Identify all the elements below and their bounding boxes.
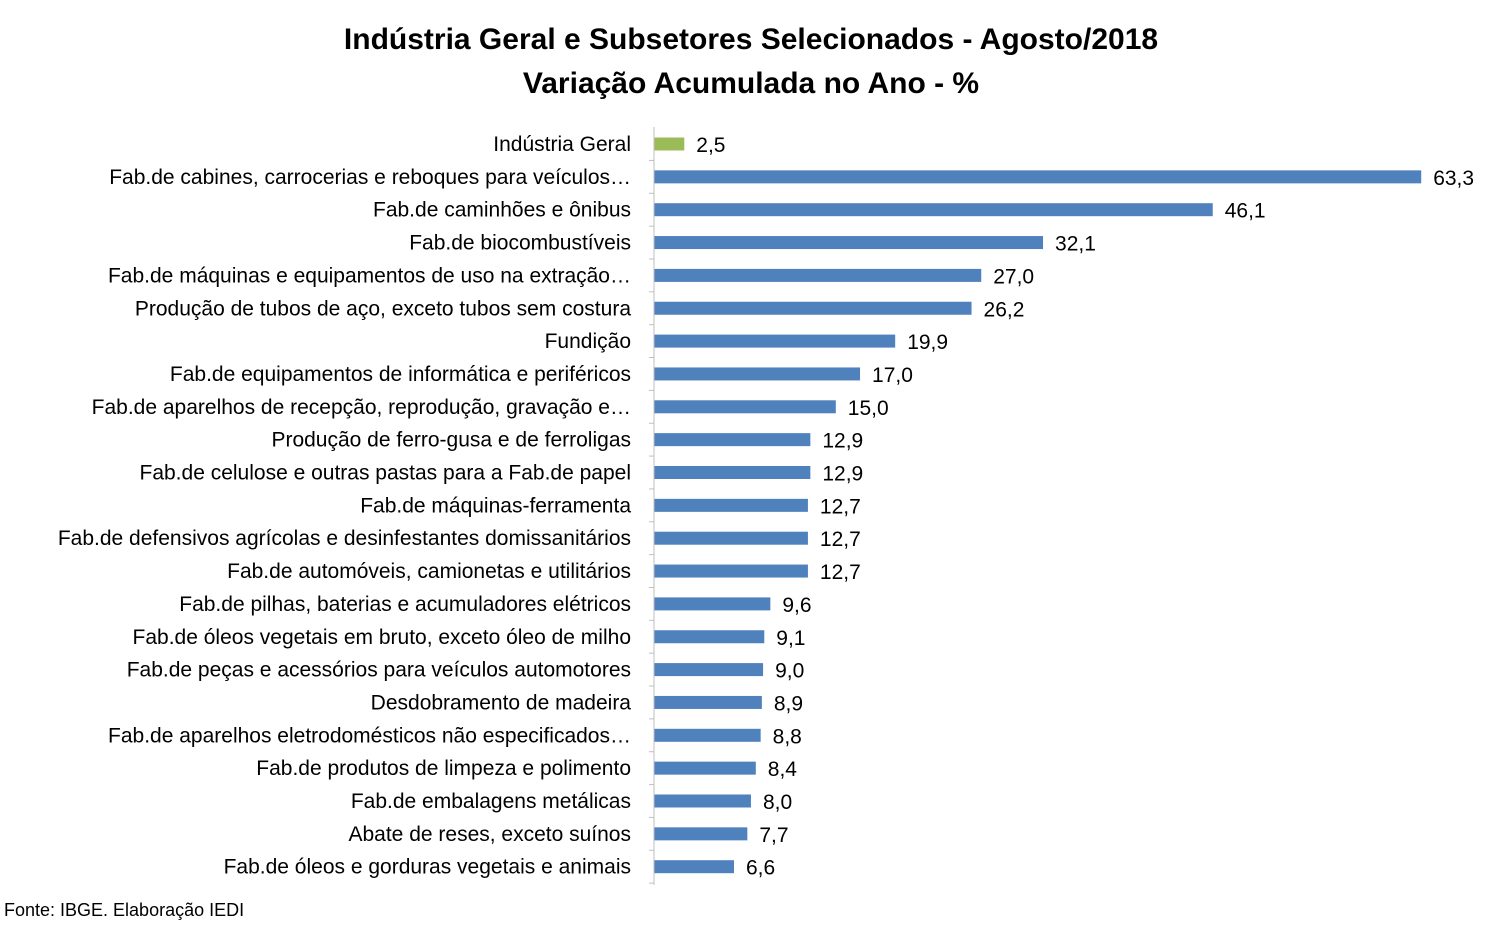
chart-title: Indústria Geral e Subsetores Selecionado… [343, 23, 1159, 56]
data-label: 46,1 [1225, 200, 1266, 223]
category-label: Fab.de aparelhos de recepção, reprodução… [92, 396, 631, 419]
data-label: 32,1 [1055, 233, 1096, 256]
category-label: Fundição [545, 330, 631, 353]
bar [654, 367, 861, 381]
data-label: 8,0 [763, 791, 792, 814]
data-label: 12,9 [822, 463, 863, 486]
category-label: Fab.de cabines, carrocerias e reboques p… [109, 166, 631, 189]
bar [654, 433, 811, 447]
bar [654, 860, 734, 874]
bar [654, 301, 972, 315]
bar [654, 531, 808, 545]
bar [654, 564, 808, 578]
category-label: Fab.de produtos de limpeza e polimento [256, 757, 631, 780]
bar [654, 268, 982, 282]
data-label: 63,3 [1433, 167, 1474, 190]
category-label: Produção de tubos de aço, exceto tubos s… [135, 297, 631, 320]
data-label: 17,0 [872, 364, 913, 387]
data-label: 2,5 [696, 134, 725, 157]
data-label: 15,0 [848, 397, 889, 420]
data-label: 7,7 [759, 824, 788, 847]
bar [654, 400, 836, 414]
category-label: Fab.de celulose e outras pastas para a F… [140, 462, 632, 485]
category-label: Produção de ferro-gusa e de ferroligas [271, 429, 631, 452]
data-label: 27,0 [993, 265, 1034, 288]
category-label: Fab.de pilhas, baterias e acumuladores e… [179, 593, 631, 616]
data-label: 12,7 [820, 495, 861, 518]
data-label: 6,6 [746, 857, 775, 880]
data-label: 9,1 [776, 627, 805, 650]
bar [654, 236, 1044, 250]
source-note: Fonte: IBGE. Elaboração IEDI [4, 900, 245, 920]
bar [654, 630, 765, 644]
data-label: 8,8 [773, 725, 802, 748]
category-label: Fab.de biocombustíveis [409, 232, 631, 255]
bar [654, 597, 771, 611]
bar [654, 663, 764, 677]
category-label: Fab.de aparelhos eletrodomésticos não es… [108, 724, 631, 747]
data-label: 9,0 [775, 660, 804, 683]
data-label: 12,7 [820, 528, 861, 551]
data-label: 9,6 [782, 594, 811, 617]
bar [654, 170, 1422, 184]
category-label: Fab.de óleos e gorduras vegetais e anima… [224, 856, 631, 879]
data-label: 12,9 [822, 430, 863, 453]
data-label: 8,4 [768, 758, 798, 781]
data-label: 12,7 [820, 561, 861, 584]
category-label: Fab.de máquinas-ferramenta [360, 494, 631, 517]
bar [654, 761, 756, 775]
category-label: Fab.de caminhões e ônibus [373, 199, 631, 222]
bar [654, 498, 808, 512]
data-label: 8,9 [774, 692, 803, 715]
bar-highlight [654, 137, 685, 151]
bar [654, 728, 761, 742]
category-label: Fab.de automóveis, camionetas e utilitár… [227, 560, 631, 583]
category-label: Fab.de defensivos agrícolas e desinfesta… [58, 527, 631, 550]
category-label: Fab.de óleos vegetais em bruto, exceto ó… [133, 626, 631, 649]
bar [654, 466, 811, 479]
bars-layer: Indústria Geral 2,5 Fab.de cabines, carroc… [58, 133, 1474, 884]
chart-subtitle: Variação Acumulada no Ano - % [522, 67, 980, 100]
bar [654, 695, 762, 709]
category-label: Desdobramento de madeira [371, 691, 632, 714]
category-label: Abate de reses, exceto suínos [348, 823, 631, 846]
category-label: Fab.de equipamentos de informática e per… [170, 363, 631, 386]
category-label: Fab.de embalagens metálicas [351, 790, 631, 813]
data-label: 26,2 [984, 298, 1025, 321]
bar [654, 203, 1213, 217]
category-label: Fab.de máquinas e equipamentos de uso na… [108, 264, 631, 287]
bar [654, 827, 748, 841]
bar [654, 334, 896, 348]
bar [654, 794, 751, 808]
category-label: Indústria Geral [493, 133, 631, 156]
data-label: 19,9 [907, 331, 948, 354]
category-label: Fab.de peças e acessórios para veículos … [127, 659, 631, 682]
